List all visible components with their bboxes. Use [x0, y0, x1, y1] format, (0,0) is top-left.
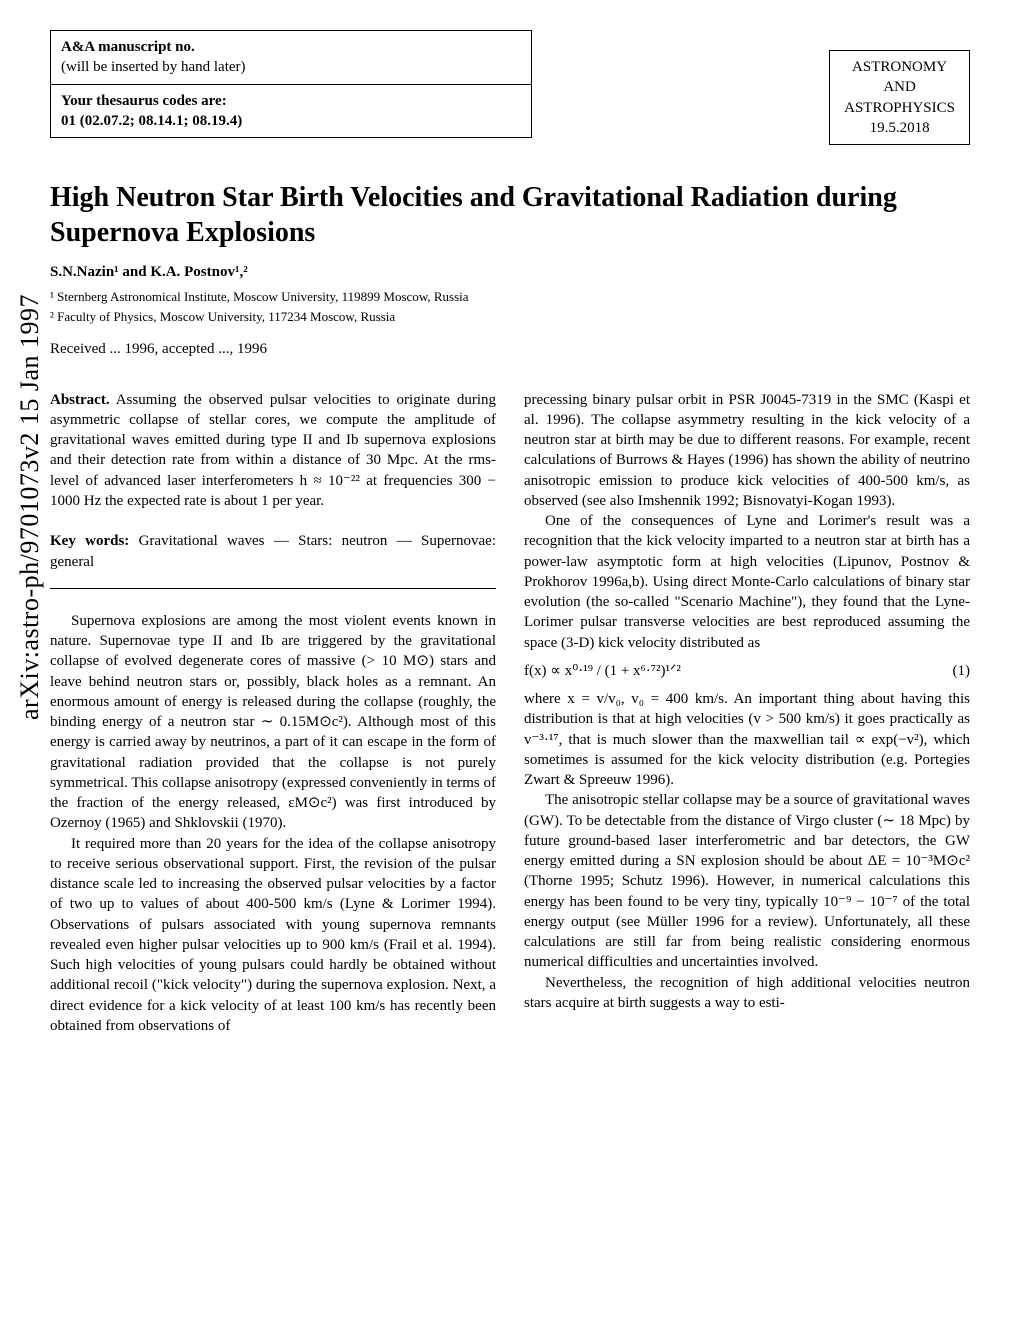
journal-line3: ASTROPHYSICS [844, 98, 955, 118]
manuscript-label: A&A manuscript no. [61, 37, 521, 57]
right-para-2: One of the consequences of Lyne and Lori… [524, 511, 970, 653]
equation-1: f(x) ∝ x⁰·¹⁹ / (1 + x⁶·⁷²)¹ᐟ² (1) [524, 661, 970, 681]
abstract: Abstract. Assuming the observed pulsar v… [50, 390, 496, 512]
right-para-3: where x = v/v₀, v₀ = 400 km/s. An import… [524, 689, 970, 790]
keywords-head: Key words: [50, 533, 129, 549]
authors: S.N.Nazin¹ and K.A. Postnov¹,² [50, 262, 970, 282]
right-para-4: The anisotropic stellar collapse may be … [524, 790, 970, 972]
intro-para-1: Supernova explosions are among the most … [50, 611, 496, 834]
right-para-1: precessing binary pulsar orbit in PSR J0… [524, 390, 970, 512]
journal-date: 19.5.2018 [844, 118, 955, 138]
journal-line2: AND [844, 77, 955, 97]
journal-box: ASTRONOMY AND ASTROPHYSICS 19.5.2018 [829, 50, 970, 145]
intro-para-2: It required more than 20 years for the i… [50, 834, 496, 1037]
thesaurus-codes: 01 (02.07.2; 08.14.1; 08.19.4) [61, 111, 521, 131]
abstract-text: Assuming the observed pulsar velocities … [50, 392, 496, 509]
keywords: Key words: Gravitational waves — Stars: … [50, 531, 496, 572]
equation-1-number: (1) [940, 661, 970, 681]
header-row: A&A manuscript no. (will be inserted by … [50, 30, 970, 145]
arxiv-stamp: arXiv:astro-ph/9701073v2 15 Jan 1997 [12, 294, 47, 720]
right-para-5: Nevertheless, the recognition of high ad… [524, 973, 970, 1014]
paper-title: High Neutron Star Birth Velocities and G… [50, 180, 970, 250]
body-columns: Abstract. Assuming the observed pulsar v… [50, 390, 970, 1037]
manuscript-box: A&A manuscript no. (will be inserted by … [50, 30, 532, 138]
manuscript-note: (will be inserted by hand later) [61, 57, 521, 77]
journal-line1: ASTRONOMY [844, 57, 955, 77]
affiliation-2: ² Faculty of Physics, Moscow University,… [50, 308, 970, 326]
received-line: Received ... 1996, accepted ..., 1996 [50, 339, 970, 359]
left-column: Abstract. Assuming the observed pulsar v… [50, 390, 496, 1037]
section-divider [50, 588, 496, 589]
thesaurus-label: Your thesaurus codes are: [61, 91, 521, 111]
right-column: precessing binary pulsar orbit in PSR J0… [524, 390, 970, 1037]
abstract-head: Abstract. [50, 392, 110, 408]
affiliation-1: ¹ Sternberg Astronomical Institute, Mosc… [50, 288, 970, 306]
equation-1-body: f(x) ∝ x⁰·¹⁹ / (1 + x⁶·⁷²)¹ᐟ² [524, 661, 940, 681]
